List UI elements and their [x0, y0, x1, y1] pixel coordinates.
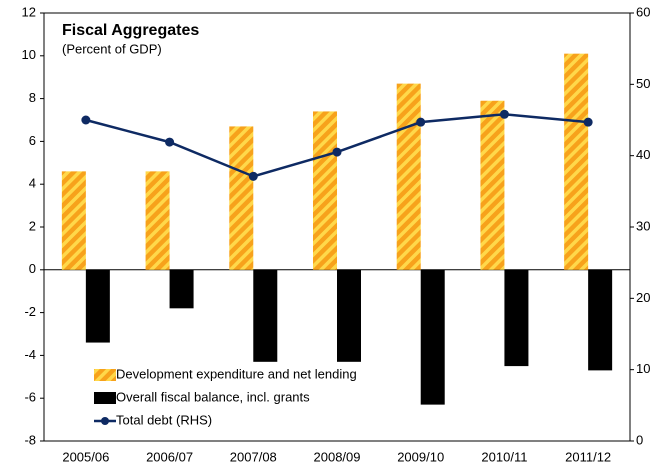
bar	[420, 269, 445, 405]
line-marker	[416, 117, 426, 127]
y-tick-label: -6	[24, 390, 36, 405]
bar	[229, 126, 254, 270]
bar	[588, 269, 613, 371]
bar	[145, 171, 170, 270]
line-marker	[332, 147, 342, 157]
bar	[504, 269, 529, 367]
x-tick-label: 2011/12	[565, 449, 611, 464]
bar	[480, 100, 505, 270]
legend-label: Total debt (RHS)	[116, 412, 212, 427]
y2-tick-label: 20	[636, 290, 650, 305]
y-tick-label: 8	[29, 90, 36, 105]
y2-tick-label: 40	[636, 147, 650, 162]
bar	[253, 269, 278, 362]
y-tick-label: -4	[24, 347, 36, 362]
bar	[85, 269, 110, 343]
line-marker	[583, 117, 593, 127]
y-tick-label: 10	[22, 47, 36, 62]
x-tick-label: 2007/08	[230, 449, 277, 464]
y2-tick-label: 30	[636, 218, 650, 233]
line-marker	[248, 171, 258, 181]
bar	[313, 111, 337, 270]
y-tick-label: -2	[24, 304, 36, 319]
legend-marker	[101, 417, 109, 425]
line-marker	[165, 137, 175, 147]
y-tick-label: 6	[29, 133, 36, 148]
y-tick-label: 0	[29, 261, 36, 276]
line-marker	[81, 115, 91, 125]
bar	[396, 83, 421, 270]
legend-label: Development expenditure and net lending	[116, 366, 357, 381]
bar	[337, 269, 361, 362]
bar	[61, 171, 86, 270]
x-tick-label: 2009/10	[397, 449, 444, 464]
y-tick-label: -8	[24, 432, 36, 447]
y2-tick-label: 10	[636, 361, 650, 376]
bar	[564, 53, 589, 270]
legend-swatch	[94, 369, 116, 381]
y2-tick-label: 50	[636, 76, 650, 91]
y2-tick-label: 60	[636, 4, 650, 19]
y2-tick-label: 0	[636, 432, 643, 447]
bar	[169, 269, 194, 309]
x-tick-label: 2008/09	[314, 449, 361, 464]
y-tick-label: 2	[29, 218, 36, 233]
y-tick-label: 12	[22, 4, 36, 19]
chart-title: Fiscal Aggregates	[62, 22, 199, 39]
legend-swatch	[94, 392, 116, 404]
x-tick-label: 2010/11	[481, 449, 527, 464]
line-marker	[499, 109, 509, 119]
legend-label: Overall fiscal balance, incl. grants	[116, 389, 310, 404]
x-tick-label: 2006/07	[146, 449, 193, 464]
x-tick-label: 2005/06	[62, 449, 109, 464]
chart-subtitle: (Percent of GDP)	[62, 41, 162, 56]
y-tick-label: 4	[29, 176, 36, 191]
